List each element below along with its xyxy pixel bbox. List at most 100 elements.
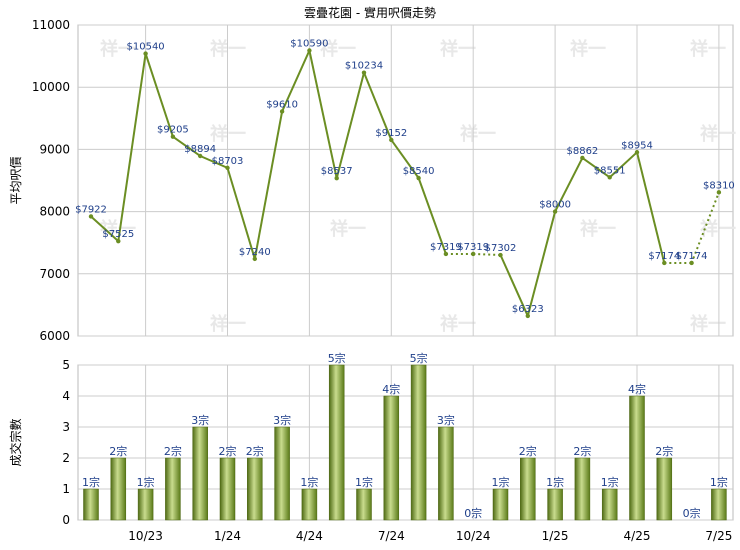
count-data-label: 5宗 (328, 351, 346, 365)
bar-y-tick-label: 5 (62, 358, 70, 372)
price-point (198, 153, 203, 159)
x-tick-label: 7/24 (378, 529, 405, 543)
price-point (389, 137, 394, 143)
count-bar (547, 488, 563, 521)
price-point (416, 175, 421, 181)
price-data-label: $8310 (703, 180, 735, 191)
price-point (334, 175, 339, 181)
price-data-label: $7174 (648, 251, 680, 262)
price-line-segment (253, 111, 284, 260)
price-point (634, 150, 640, 155)
count-data-label: 1宗 (546, 475, 564, 489)
line-plot-area (77, 24, 734, 337)
price-line-segment (199, 155, 228, 169)
count-bar (328, 364, 345, 521)
line-y-tick-label: 9000 (39, 142, 70, 156)
count-data-label: 4宗 (628, 382, 646, 396)
price-point (279, 109, 285, 114)
count-bar (492, 488, 509, 521)
price-line-segment (308, 50, 338, 179)
line-chart-title: 雲疊花園 - 實用呎價走勢 (304, 5, 436, 20)
count-bar (629, 395, 645, 521)
x-tick-label: 1/25 (542, 529, 569, 543)
price-point (552, 209, 558, 214)
price-point (525, 313, 530, 319)
count-data-label: 1宗 (355, 475, 373, 489)
price-line-segment (581, 157, 611, 179)
count-bar (438, 426, 454, 521)
price-line-segment (226, 167, 256, 260)
price-point (607, 175, 612, 180)
price-data-label: $8551 (594, 165, 626, 176)
watermark: 祥一 (100, 218, 136, 240)
watermark: 祥一 (580, 218, 616, 240)
x-tick-label: 1/24 (214, 529, 241, 543)
price-point (116, 238, 121, 244)
count-data-label: 1宗 (137, 475, 155, 489)
price-point (580, 155, 585, 161)
price-point (471, 251, 476, 257)
count-bar (137, 488, 154, 521)
watermark: 祥一 (440, 313, 476, 335)
count-data-label: 3宗 (437, 413, 455, 427)
count-bar (574, 457, 591, 521)
price-point (716, 190, 722, 195)
line-y-tick-label: 6000 (39, 329, 70, 343)
price-point (307, 48, 312, 53)
line-y-tick-label: 10000 (32, 80, 70, 94)
bar-y-tick-label: 4 (62, 389, 70, 403)
x-tick-label: 7/25 (705, 529, 732, 543)
count-bar (356, 488, 372, 521)
price-data-label: $7174 (676, 251, 708, 262)
price-data-label: $8540 (403, 166, 435, 177)
count-data-label: 1宗 (82, 475, 100, 489)
count-data-label: 2宗 (164, 444, 182, 458)
price-data-label: $8537 (321, 166, 353, 177)
x-tick-label: 4/25 (624, 529, 651, 543)
price-data-label: $7319 (457, 242, 489, 253)
count-bar (656, 457, 673, 521)
count-data-label: 2宗 (109, 444, 127, 458)
x-tick-label: 4/24 (296, 529, 323, 543)
count-data-label: 2宗 (573, 444, 591, 458)
bar-y-tick-label: 0 (62, 513, 70, 527)
count-bar (274, 426, 290, 521)
bar-y-axis-label: 成交宗數 (8, 418, 23, 466)
price-line-segment (499, 254, 529, 317)
price-point (689, 260, 694, 266)
count-data-label: 1宗 (601, 475, 619, 489)
price-line-segment (144, 53, 174, 137)
price-line-segment (526, 211, 557, 317)
count-data-label: 2宗 (655, 444, 673, 458)
price-point (143, 51, 148, 56)
price-point (662, 260, 667, 266)
price-data-label: $7240 (239, 247, 271, 258)
price-line-segment (417, 177, 447, 255)
line-y-tick-label: 8000 (39, 205, 70, 219)
price-data-label: $6323 (512, 304, 544, 315)
count-bar (247, 457, 263, 521)
count-bar (219, 457, 236, 521)
watermark: 祥一 (460, 123, 496, 145)
watermark: 祥一 (100, 38, 136, 60)
price-data-label: $8000 (539, 200, 571, 211)
watermark: 祥一 (700, 123, 736, 145)
price-point (498, 252, 503, 258)
price-data-label: $7525 (102, 229, 134, 240)
count-data-label: 0宗 (683, 506, 701, 520)
price-line-segment (90, 215, 119, 242)
line-y-tick-label: 11000 (32, 18, 70, 32)
price-data-label: $8954 (621, 140, 653, 151)
count-bar (165, 457, 181, 521)
price-data-label: $8862 (566, 146, 598, 157)
watermark: 祥一 (690, 313, 726, 335)
count-data-label: 2宗 (246, 444, 264, 458)
watermark: 祥一 (320, 38, 356, 60)
count-bar (383, 395, 400, 521)
price-line-segment (609, 151, 638, 179)
price-data-label: $8703 (212, 156, 244, 167)
price-data-label: $10234 (345, 61, 383, 72)
